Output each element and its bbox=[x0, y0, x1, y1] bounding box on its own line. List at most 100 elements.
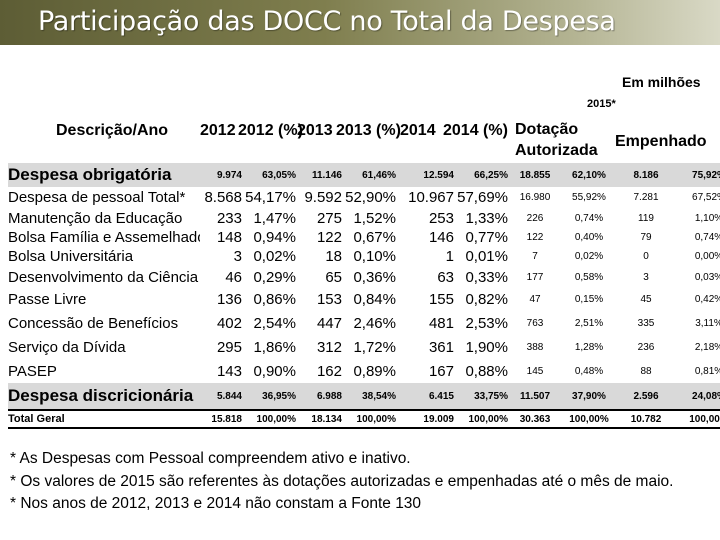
table-row: Despesa obrigatória 9.974 63,05% 11.146 61,4… bbox=[8, 163, 720, 187]
value-2014: 12.594 bbox=[396, 163, 454, 187]
row-description: Bolsa Família e Assemelhados bbox=[8, 228, 200, 246]
value-2015-empenhado: 88 bbox=[640, 365, 652, 377]
value-2013: 18.134 bbox=[296, 409, 342, 429]
value-2015-empenhado: 79 bbox=[640, 231, 652, 243]
value-2014: 1 bbox=[445, 248, 454, 265]
pct-2015-dotacao: 0,74% bbox=[574, 212, 604, 224]
value-2013: 18 bbox=[325, 248, 342, 265]
pct-2013: 0,89% bbox=[353, 362, 396, 380]
pct-2013: 52,90% bbox=[345, 189, 396, 206]
value-2014: 19.009 bbox=[396, 409, 454, 429]
row-description: Total Geral bbox=[8, 409, 200, 429]
table-row: Despesa discricionária 5.844 36,95% 6.988 38… bbox=[8, 383, 720, 410]
pct-2015-dotacao: 0,40% bbox=[574, 231, 604, 243]
table-row: Total Geral 15.818 100,00% 18.134 100,00% 19.… bbox=[8, 409, 720, 429]
pct-2015-empenhado: 3,11% bbox=[695, 317, 720, 329]
value-2015-empenhado: 2.596 bbox=[616, 383, 676, 410]
value-2015-empenhado: 119 bbox=[638, 212, 654, 224]
value-2013: 162 bbox=[316, 362, 342, 380]
pct-2015-empenhado: 1,10% bbox=[694, 212, 720, 224]
pct-2014: 0,33% bbox=[465, 269, 508, 286]
value-2012: 46 bbox=[225, 269, 242, 286]
pct-2015-empenhado: 75,92% bbox=[676, 163, 720, 187]
table-row: Bolsa Universitária 3 0,02% 18 0,10% 1 0,01% 7 0… bbox=[8, 246, 720, 267]
table-row: Serviço da Dívida 295 1,86% 312 1,72% 361 1,90… bbox=[8, 335, 720, 359]
value-2015-dotacao: 7 bbox=[532, 251, 538, 262]
table-row: Passe Livre 136 0,86% 153 0,84% 155 0,82% 47 0,1… bbox=[8, 288, 720, 311]
value-2013: 312 bbox=[316, 338, 342, 356]
value-2015-empenhado: 45 bbox=[640, 294, 652, 305]
pct-2015-dotacao: 2,51% bbox=[574, 317, 604, 329]
pct-2015-empenhado: 67,52% bbox=[692, 192, 720, 203]
value-2013: 275 bbox=[316, 209, 342, 227]
pct-2013: 0,67% bbox=[353, 228, 396, 246]
value-2012: 148 bbox=[216, 228, 242, 246]
value-2015-dotacao: 47 bbox=[529, 294, 541, 305]
value-2015-empenhado: 8.186 bbox=[616, 163, 676, 187]
row-description: Despesa obrigatória bbox=[8, 163, 200, 187]
pct-2015-dotacao: 0,58% bbox=[574, 272, 604, 283]
title-bar: Participação das DOCC no Total da Despes… bbox=[0, 0, 720, 45]
value-2013: 447 bbox=[316, 314, 342, 332]
value-2012: 136 bbox=[216, 291, 242, 308]
value-2014: 155 bbox=[428, 291, 454, 308]
header-empenhado: Empenhado bbox=[615, 133, 707, 150]
row-description: Passe Livre bbox=[8, 291, 87, 308]
pct-2013: 1,52% bbox=[353, 209, 396, 227]
value-2014: 146 bbox=[428, 228, 454, 246]
pct-2015-dotacao: 37,90% bbox=[562, 383, 616, 410]
pct-2015-dotacao: 0,48% bbox=[574, 365, 604, 377]
pct-2015-empenhado: 100,00% bbox=[676, 409, 720, 429]
pct-2014: 1,90% bbox=[465, 338, 508, 356]
value-2012: 402 bbox=[216, 314, 242, 332]
pct-2015-empenhado: 0,81% bbox=[694, 365, 720, 377]
pct-2012: 1,86% bbox=[253, 338, 296, 356]
row-description: Manutenção da Educação bbox=[8, 209, 183, 227]
value-2015-dotacao: 18.855 bbox=[508, 163, 562, 187]
pct-2015-empenhado: 0,03% bbox=[694, 272, 720, 283]
table-row: Manutenção da Educação 233 1,47% 275 1,52% 25… bbox=[8, 208, 720, 228]
value-2012: 3 bbox=[233, 248, 242, 265]
pct-2013: 1,72% bbox=[353, 338, 396, 356]
value-2012: 295 bbox=[216, 338, 242, 356]
value-2015-dotacao: 145 bbox=[526, 365, 544, 377]
header-2012-pct: 2012 (%) bbox=[238, 122, 303, 139]
pct-2014: 0,77% bbox=[465, 228, 508, 246]
pct-2014: 0,88% bbox=[465, 362, 508, 380]
value-2013: 122 bbox=[316, 228, 342, 246]
footnote: * Nos anos de 2012, 2013 e 2014 não cons… bbox=[10, 495, 422, 512]
pct-2012: 100,00% bbox=[242, 409, 296, 429]
value-2015-empenhado: 3 bbox=[643, 272, 649, 283]
value-2015-empenhado: 236 bbox=[637, 341, 655, 353]
slide-title: Participação das DOCC no Total da Despes… bbox=[38, 6, 616, 37]
pct-2012: 0,29% bbox=[253, 269, 296, 286]
pct-2012: 0,02% bbox=[253, 248, 296, 265]
table-row: Desenvolvimento da Ciência e Tec 46 0,29% 6… bbox=[8, 267, 720, 288]
value-2015-dotacao: 226 bbox=[526, 212, 544, 224]
pct-2013: 100,00% bbox=[342, 409, 396, 429]
pct-2015-dotacao: 0,02% bbox=[574, 251, 604, 262]
value-2015-dotacao: 122 bbox=[526, 231, 544, 243]
pct-2012: 0,90% bbox=[253, 362, 296, 380]
pct-2015-empenhado: 0,42% bbox=[694, 294, 720, 305]
pct-2014: 57,69% bbox=[457, 189, 508, 206]
pct-2015-dotacao: 62,10% bbox=[562, 163, 616, 187]
footnote: * Os valores de 2015 são referentes às d… bbox=[10, 472, 674, 490]
pct-2013: 0,36% bbox=[353, 269, 396, 286]
pct-2014: 100,00% bbox=[454, 409, 508, 429]
header-descricao: Descrição/Ano bbox=[56, 122, 169, 139]
value-2014: 10.967 bbox=[408, 189, 454, 206]
row-description: Despesa de pessoal Total* bbox=[8, 189, 186, 206]
value-2012: 9.974 bbox=[200, 163, 242, 187]
pct-2013: 38,54% bbox=[342, 383, 396, 410]
value-2015-empenhado: 335 bbox=[637, 317, 655, 329]
value-2012: 143 bbox=[216, 362, 242, 380]
pct-2013: 61,46% bbox=[342, 163, 396, 187]
pct-2015-empenhado: 0,00% bbox=[694, 251, 720, 262]
value-2013: 65 bbox=[325, 269, 342, 286]
value-2013: 11.146 bbox=[296, 163, 342, 187]
pct-2014: 2,53% bbox=[465, 314, 508, 332]
pct-2012: 0,86% bbox=[253, 291, 296, 308]
pct-2014: 0,82% bbox=[465, 291, 508, 308]
value-2012: 233 bbox=[216, 209, 242, 227]
